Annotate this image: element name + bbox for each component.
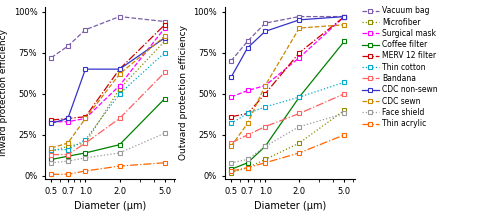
X-axis label: Diameter (μm): Diameter (μm)	[254, 201, 326, 211]
X-axis label: Diameter (μm): Diameter (μm)	[74, 201, 146, 211]
Y-axis label: Inward protection efficiency: Inward protection efficiency	[0, 30, 8, 156]
Legend: Vacuum bag, Microfiber, Surgical mask, Coffee filter, MERV 12 filter, Thin cotto: Vacuum bag, Microfiber, Surgical mask, C…	[359, 3, 440, 131]
Y-axis label: Outward protection efficiency: Outward protection efficiency	[179, 26, 188, 160]
